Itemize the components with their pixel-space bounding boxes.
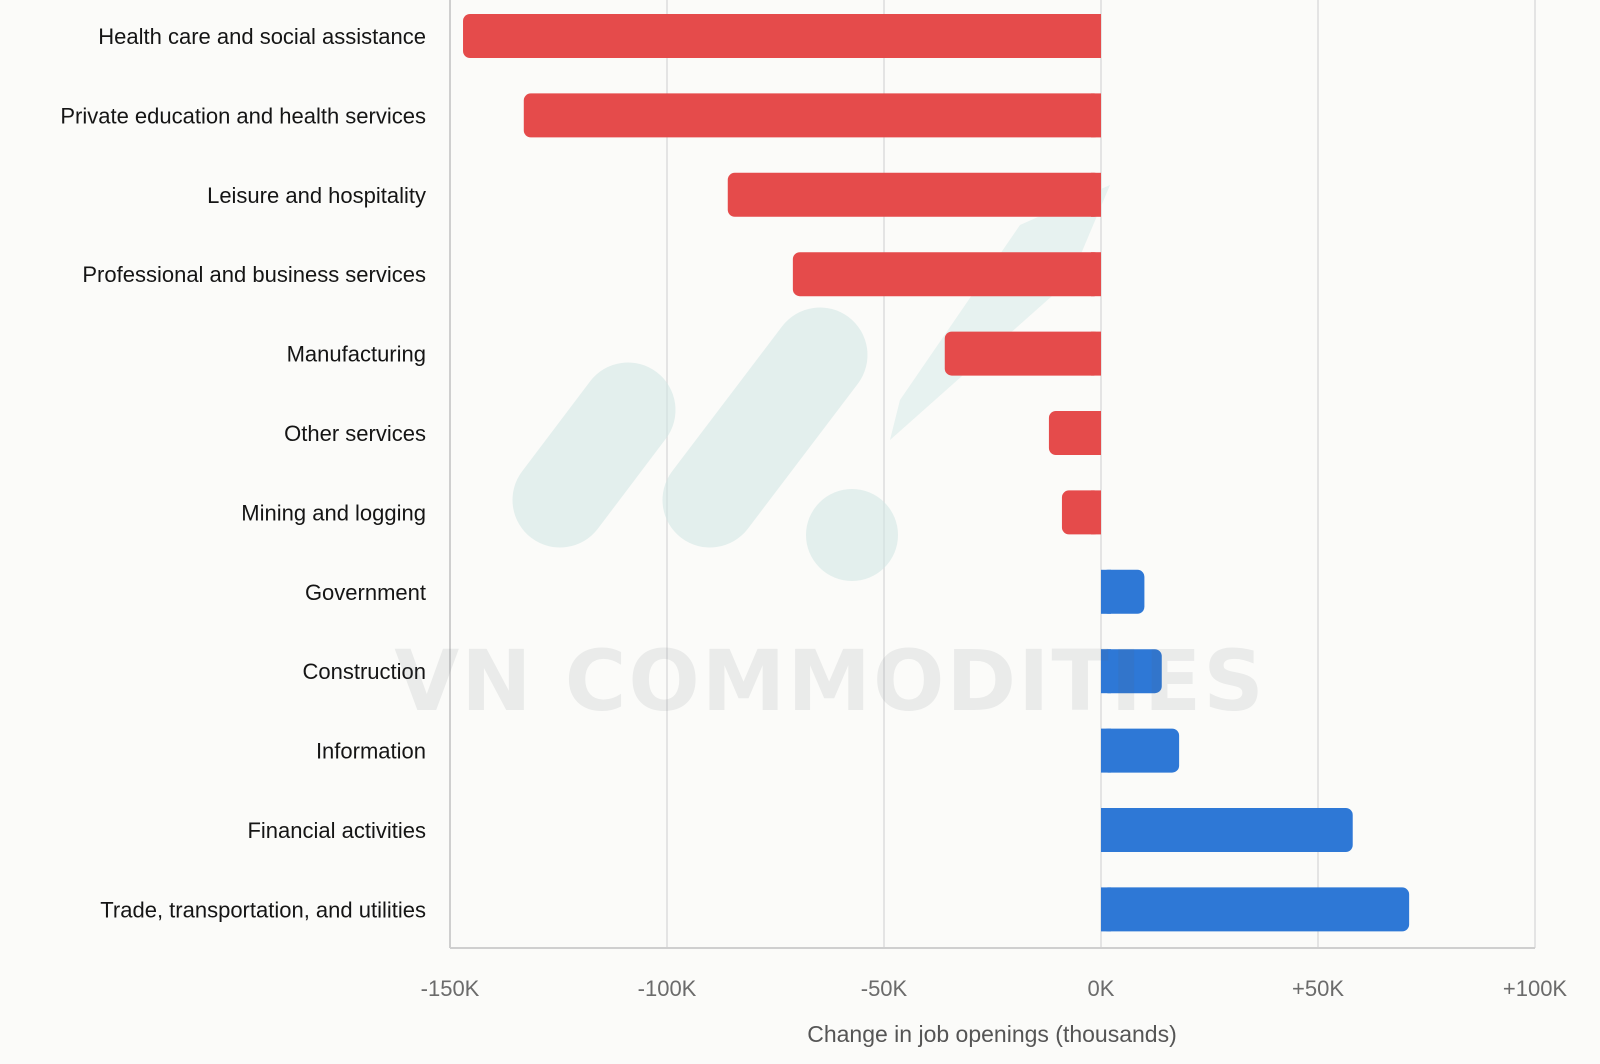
bar [944, 331, 1101, 376]
grid-lines [449, 0, 1536, 948]
category-label: Financial activities [247, 818, 426, 843]
watermark-arrow [890, 185, 1110, 440]
category-labels: Health care and social assistance Private… [60, 24, 426, 922]
watermark-stroke [512, 362, 676, 548]
bar [1101, 649, 1162, 694]
watermark-text: VN COMMODITIES [394, 632, 1266, 730]
x-tick-label: -50K [861, 976, 908, 1001]
x-axis-title: Change in job openings (thousands) [807, 1021, 1177, 1047]
bar-baseline-edge [1091, 252, 1101, 297]
category-label: Information [316, 739, 426, 764]
category-label: Government [305, 580, 426, 605]
bar-baseline-edge [1091, 490, 1101, 535]
bar [463, 14, 1101, 58]
bar [1048, 411, 1101, 455]
bar-baseline-edge [1091, 14, 1101, 58]
bar [1101, 808, 1353, 852]
x-tick-label: -150K [421, 976, 480, 1001]
category-label: Manufacturing [287, 342, 426, 367]
category-label: Other services [284, 421, 426, 446]
watermark-dot [806, 489, 898, 581]
category-label: Leisure and hospitality [207, 183, 426, 208]
bar-baseline-edge [1091, 411, 1101, 455]
watermark-logo [512, 185, 1110, 581]
category-label: Construction [302, 659, 426, 684]
bar [1101, 569, 1145, 614]
category-label: Trade, transportation, and utilities [100, 897, 426, 922]
x-tick-label: 0K [1088, 976, 1115, 1001]
category-label: Health care and social assistance [98, 24, 426, 49]
category-label: Mining and logging [241, 500, 426, 525]
bars [463, 14, 1410, 932]
bar-baseline-edge [1101, 728, 1111, 773]
bar-baseline-edge [1091, 331, 1101, 376]
bar-baseline-edge [1101, 808, 1111, 852]
category-label: Professional and business services [82, 262, 426, 287]
bar-baseline-edge [1101, 649, 1111, 694]
watermark-stroke [662, 307, 868, 548]
x-tick-label: +50K [1292, 976, 1344, 1001]
x-tick-label: -100K [638, 976, 697, 1001]
bar [1101, 887, 1410, 932]
bar [523, 93, 1101, 138]
bar [792, 252, 1101, 297]
bar-baseline-edge [1091, 93, 1101, 138]
bar-baseline-edge [1101, 887, 1111, 932]
category-label: Private education and health services [60, 103, 426, 128]
bar [727, 172, 1101, 217]
bar-baseline-edge [1101, 569, 1111, 614]
bar [1101, 728, 1180, 773]
x-tick-label: +100K [1503, 976, 1568, 1001]
bar-baseline-edge [1091, 172, 1101, 217]
x-axis: -150K -100K -50K 0K +50K +100K [421, 947, 1568, 1001]
